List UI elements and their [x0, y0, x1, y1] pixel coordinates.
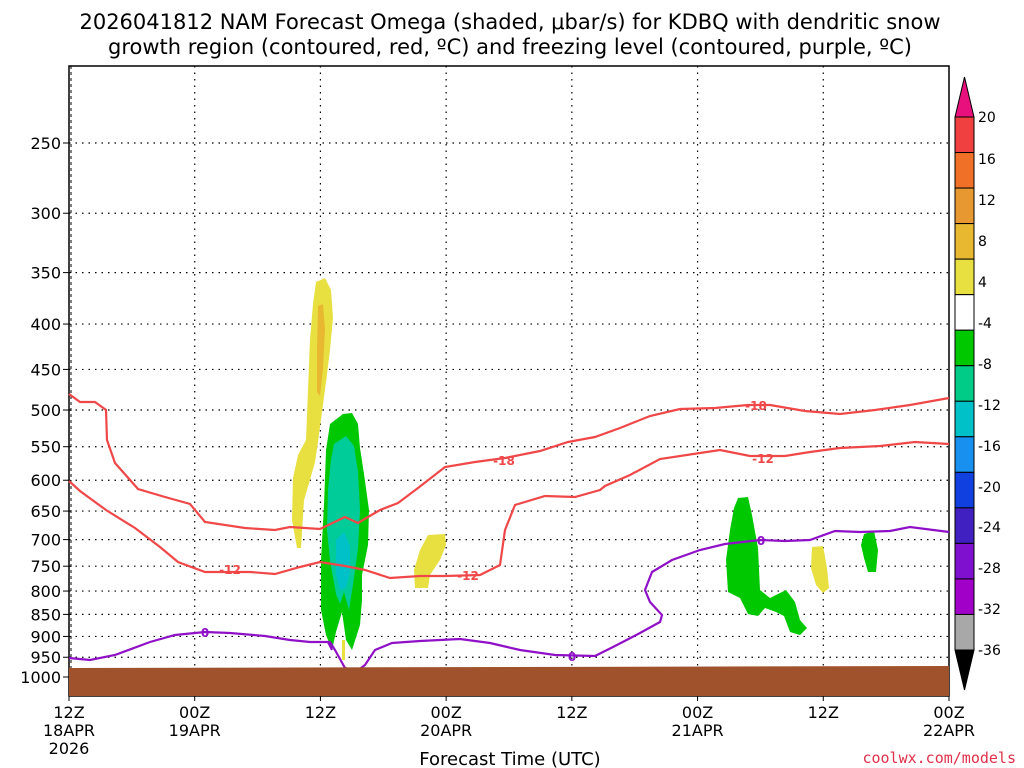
y-tick-label: 650	[30, 502, 61, 521]
colorbar-swatch	[954, 187, 975, 225]
colorbar-swatch	[954, 294, 975, 331]
colorbar-swatch	[954, 223, 975, 260]
colorbar-level-label: -20	[978, 480, 1001, 496]
plot-area	[68, 65, 950, 697]
y-tick-label: 1000	[20, 668, 61, 687]
x-tick-label: 00Z	[933, 703, 964, 722]
temp-label-3: -18	[493, 454, 515, 468]
temp-label-1: -12	[219, 563, 241, 577]
chart-title-line1: 2026041812 NAM Forecast Omega (shaded, μ…	[79, 10, 940, 34]
x-tick-label: 12Z	[808, 703, 839, 722]
x-tick-label: 00Z	[179, 703, 210, 722]
colorbar-bottom-arrow	[954, 649, 975, 691]
y-tick-label: 450	[30, 360, 61, 379]
colorbar-swatch	[954, 436, 975, 473]
y-tick-label: 900	[30, 627, 61, 646]
temperature-contour-labels: -12 -12 -18 -12 -18	[219, 399, 774, 583]
colorbar: 20 16 12 8 4 -4 -8 -12 -16 -20 -24 -28 -32 -36	[954, 76, 1001, 691]
temperature-contours	[68, 393, 950, 580]
grid-lines	[63, 66, 950, 701]
colorbar-level-label: -28	[978, 561, 1001, 577]
x-tick-label: 00Z	[430, 703, 461, 722]
colorbar-swatch	[954, 507, 975, 544]
colorbar-swatch	[954, 400, 975, 438]
y-tick-label: 600	[30, 471, 61, 490]
x-tick-label: 19APR	[169, 721, 221, 740]
colorbar-level-label: 4	[978, 275, 987, 291]
y-tick-label: 800	[30, 582, 61, 601]
colorbar-level-label: 12	[978, 193, 996, 209]
x-tick-label: 18APR	[43, 721, 95, 740]
y-tick-label: 850	[30, 605, 61, 624]
x-tick-label: 22APR	[923, 721, 975, 740]
ground-surface	[69, 666, 949, 696]
omega-area-green-east	[726, 497, 807, 635]
x-tick-label: 12Z	[305, 703, 336, 722]
omega-area-yellow-east	[811, 546, 829, 593]
colorbar-swatch	[954, 329, 975, 367]
source-credit: coolwx.com/models	[862, 749, 1016, 767]
y-tick-label: 300	[30, 204, 61, 223]
y-tick-label: 550	[30, 438, 61, 457]
colorbar-swatch	[954, 471, 975, 509]
y-tick-label: 350	[30, 264, 61, 283]
contour-zero-main	[68, 525, 950, 673]
omega-area-yellow-mid	[414, 534, 446, 588]
y-tick-label: 750	[30, 557, 61, 576]
x-tick-label: 2026	[49, 739, 90, 758]
colorbar-level-label: 20	[978, 110, 996, 126]
contour-minus12	[68, 440, 950, 580]
colorbar-level-label: -8	[978, 357, 992, 373]
contour-minus18	[68, 393, 950, 532]
x-tick-label: 12Z	[53, 703, 84, 722]
colorbar-level-label: -36	[978, 643, 1001, 659]
colorbar-swatch	[954, 116, 975, 154]
colorbar-level-label: -24	[978, 520, 1001, 536]
freezing-label-3: 0	[757, 534, 765, 548]
omega-area-orange-streak	[317, 304, 325, 396]
temp-label-2: -12	[457, 569, 479, 583]
temp-label-4: -12	[752, 452, 774, 466]
omega-area-yellow-sliver	[342, 640, 345, 660]
chart-title-line2: growth region (contoured, red, ºC) and f…	[108, 35, 912, 59]
colorbar-level-label: 8	[978, 234, 987, 250]
y-tick-label: 700	[30, 531, 61, 550]
temp-label-5: -18	[745, 399, 767, 413]
y-tick-label: 500	[30, 401, 61, 420]
colorbar-swatch	[954, 152, 975, 189]
x-tick-label: 20APR	[420, 721, 472, 740]
omega-area-cyan-core	[336, 532, 350, 590]
y-tick-label: 250	[30, 134, 61, 153]
colorbar-level-label: -32	[978, 602, 1001, 618]
contour-zero-tick	[327, 641, 333, 651]
x-axis-title: Forecast Time (UTC)	[419, 749, 600, 768]
colorbar-swatch	[954, 613, 975, 651]
colorbar-level-label: -16	[978, 439, 1001, 455]
x-tick-label: 21APR	[672, 721, 724, 740]
colorbar-level-label: 16	[978, 152, 996, 168]
x-tick-label: 12Z	[556, 703, 587, 722]
colorbar-swatch	[954, 365, 975, 402]
y-tick-label: 400	[30, 315, 61, 334]
colorbar-level-label: -4	[978, 316, 992, 332]
freezing-contour-labels: 0 0 0	[201, 534, 765, 664]
colorbar-swatch	[954, 578, 975, 615]
y-tick-label: 950	[30, 648, 61, 667]
colorbar-level-label: -12	[978, 398, 1001, 414]
omega-area-green-far-east	[861, 531, 878, 572]
freezing-label-2: 0	[568, 650, 576, 664]
colorbar-swatch	[954, 258, 975, 296]
y-axis-tick-labels: 250 300 350 400 450 500 550 600 650 700 750 800 850 9…	[20, 134, 61, 687]
colorbar-top-arrow	[954, 76, 975, 118]
x-tick-label: 00Z	[682, 703, 713, 722]
freezing-label-1: 0	[201, 626, 209, 640]
colorbar-swatch	[954, 542, 975, 580]
